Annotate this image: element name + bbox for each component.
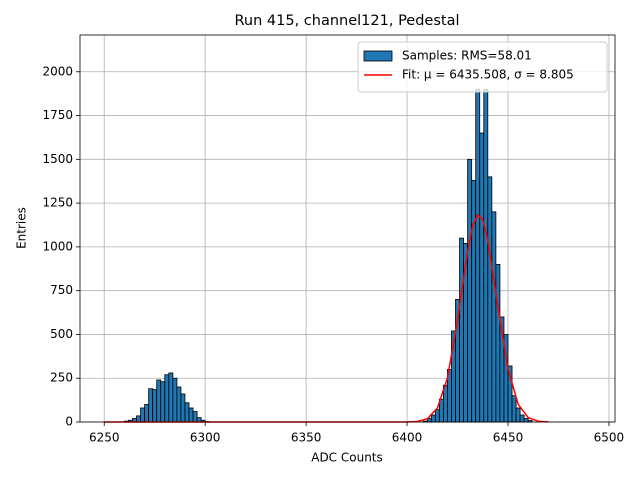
histogram-bar xyxy=(475,88,481,423)
histogram-bar xyxy=(144,404,150,423)
histogram-bar xyxy=(148,388,154,423)
x-tick-label: 6400 xyxy=(392,431,423,445)
x-tick-label: 6250 xyxy=(89,431,120,445)
histogram-bar xyxy=(523,418,529,423)
y-tick-label: 2000 xyxy=(42,64,73,78)
y-axis-label: Entries xyxy=(15,207,29,249)
histogram-bar xyxy=(192,411,198,423)
y-tick-label: 1750 xyxy=(42,108,73,122)
histogram-bar xyxy=(164,374,170,423)
histogram-bar xyxy=(184,402,190,423)
y-tick-label: 0 xyxy=(65,415,73,429)
histogram-bar xyxy=(459,237,464,423)
histogram-bar xyxy=(156,379,162,423)
histogram-bar xyxy=(442,384,448,423)
histogram-bar xyxy=(176,386,182,423)
histogram-bar xyxy=(430,414,436,423)
y-tick-label: 1500 xyxy=(42,152,73,166)
histogram-bar xyxy=(160,381,166,423)
legend-box xyxy=(357,41,608,93)
histogram-bar xyxy=(511,395,517,423)
histogram-bar xyxy=(519,414,525,423)
histogram-bar xyxy=(515,407,521,423)
histogram-bar xyxy=(136,415,141,423)
histogram-bar xyxy=(152,389,158,423)
y-tick-label: 1000 xyxy=(42,239,73,253)
histogram-bar xyxy=(487,176,493,423)
histogram-bar xyxy=(180,393,186,423)
y-tick-label: 750 xyxy=(50,283,73,297)
histogram-bar xyxy=(483,88,489,423)
legend: Samples: RMS=58.01 Fit: μ = 6435.508, σ =… xyxy=(357,41,608,93)
x-tick-label: 6350 xyxy=(291,431,322,445)
x-tick-label: 6300 xyxy=(190,431,221,445)
legend-swatch xyxy=(363,50,393,62)
x-tick-label: 6500 xyxy=(594,431,625,445)
fit-line xyxy=(104,213,549,423)
y-tick-label: 250 xyxy=(50,371,73,385)
histogram-bar xyxy=(495,263,501,423)
histogram-bar xyxy=(491,211,497,423)
legend-label: Fit: μ = 6435.508, σ = 8.805 xyxy=(402,68,574,82)
histogram-bar xyxy=(188,407,194,423)
x-axis-label: ADC Counts xyxy=(311,451,383,465)
histogram-bar xyxy=(172,377,178,423)
histogram-bar xyxy=(168,372,174,423)
histogram-bar xyxy=(467,158,473,423)
legend-label: Samples: RMS=58.01 xyxy=(402,49,532,63)
y-tick-label: 1250 xyxy=(42,196,73,210)
y-tick-label: 500 xyxy=(50,327,73,341)
histogram-bar xyxy=(434,409,440,423)
histogram-bar xyxy=(471,179,477,423)
x-tick-label: 6450 xyxy=(493,431,524,445)
histogram-bar xyxy=(479,132,485,423)
plot-frame xyxy=(79,34,616,423)
chart-title: Run 415, channel121, Pedestal xyxy=(234,13,459,29)
histogram-bar xyxy=(140,407,146,423)
